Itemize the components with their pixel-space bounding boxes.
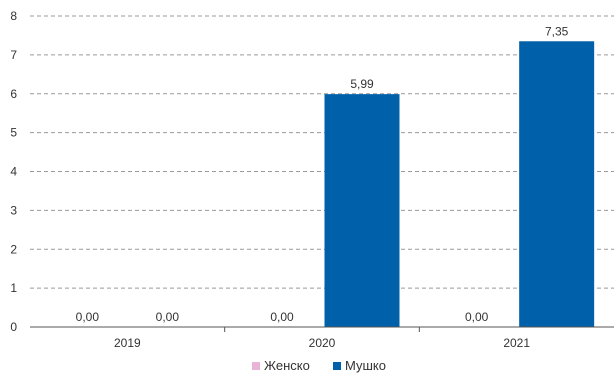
data-label: 7,35 [545,24,569,38]
x-tick-label: 2019 [114,336,141,350]
y-tick-label: 1 [10,281,17,295]
x-tick-label: 2021 [503,336,530,350]
legend-swatch [333,362,341,370]
legend-label: Женско [264,358,310,373]
y-tick-label: 3 [10,203,17,217]
data-label: 5,99 [350,77,374,91]
y-tick-label: 0 [10,320,17,334]
legend: Женско Мушко [252,358,386,373]
x-axis: 2019 2020 2021 [30,326,614,350]
y-tick-label: 4 [10,165,17,179]
legend-swatch [252,362,260,370]
y-tick-label: 8 [10,9,17,23]
bars [324,41,595,328]
data-label: 0,00 [465,310,489,324]
y-tick-label: 2 [10,242,17,256]
data-label: 0,00 [270,310,294,324]
bar [324,94,400,327]
legend-label: Мушко [345,358,386,373]
y-tick-label: 6 [10,87,17,101]
bar [519,41,595,328]
data-label: 0,00 [76,310,100,324]
y-tick-label: 5 [10,126,17,140]
data-label: 0,00 [156,310,180,324]
y-tick-label: 7 [10,48,17,62]
grid-lines [30,15,614,289]
x-tick-label: 2020 [309,336,336,350]
data-labels: 0,00 0,00 0,00 5,99 0,00 7,35 [76,24,569,324]
y-axis: 0 1 2 3 4 5 6 7 8 [10,9,17,334]
